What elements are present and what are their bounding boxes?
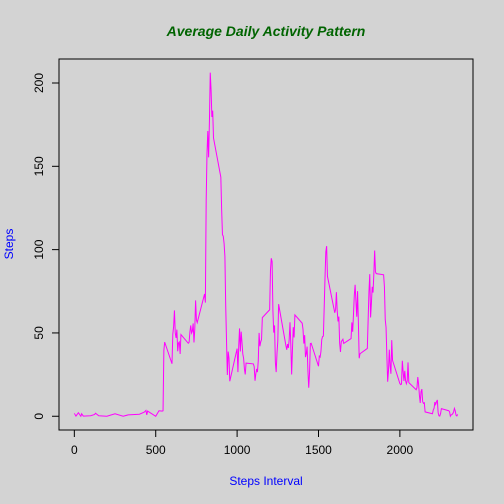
y-tick-label: 100 — [32, 239, 46, 259]
y-tick-label: 50 — [32, 326, 46, 340]
x-axis-label: Steps Interval — [229, 474, 302, 488]
y-axis-label: Steps — [2, 229, 16, 260]
chart-title: Average Daily Activity Pattern — [166, 23, 366, 39]
y-tick-label: 0 — [32, 413, 46, 420]
x-tick-label: 500 — [146, 443, 166, 457]
y-tick-label: 150 — [32, 156, 46, 176]
data-line — [73, 72, 459, 418]
x-tick-label: 1000 — [224, 443, 251, 457]
x-tick-label: 0 — [71, 443, 78, 457]
y-tick-label: 200 — [32, 73, 46, 93]
x-tick-label: 1500 — [305, 443, 332, 457]
x-tick-label: 2000 — [387, 443, 414, 457]
plot-box — [58, 58, 474, 431]
